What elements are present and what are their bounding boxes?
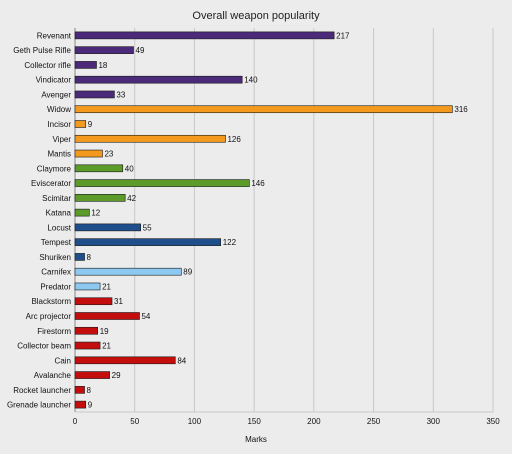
value-label: 146 (251, 179, 265, 188)
category-label: Widow (47, 105, 71, 114)
bar (74, 46, 134, 54)
category-label: Grenade launcher (7, 401, 71, 410)
value-label: 19 (100, 327, 109, 336)
value-label: 8 (87, 386, 92, 395)
value-label: 23 (104, 150, 113, 159)
category-label: Tempest (41, 238, 72, 247)
value-label: 122 (223, 238, 237, 247)
category-label: Avenger (41, 90, 71, 99)
value-label: 126 (227, 135, 241, 144)
value-label: 21 (102, 282, 111, 291)
category-label: Cain (55, 356, 71, 365)
value-label: 42 (127, 194, 136, 203)
bar (74, 223, 141, 232)
value-label: 54 (141, 312, 150, 321)
category-label: Shuriken (39, 253, 71, 262)
category-label: Blackstorm (31, 297, 71, 306)
value-label: 9 (88, 401, 93, 410)
value-label: 29 (112, 371, 121, 380)
bar (74, 90, 115, 99)
bar (74, 194, 126, 202)
chart-title: Overall weapon popularity (192, 10, 320, 22)
category-label: Incisor (47, 120, 71, 129)
category-label: Avalanche (34, 371, 72, 380)
value-label: 55 (143, 223, 152, 232)
bar (74, 149, 103, 158)
bar (74, 356, 176, 365)
category-label: Arc projector (26, 312, 72, 321)
x-tick-label: 300 (427, 417, 441, 426)
bar (74, 31, 335, 40)
value-label: 33 (116, 90, 125, 99)
bar (74, 120, 87, 128)
bar (74, 400, 87, 409)
x-tick-label: 150 (247, 417, 261, 426)
value-label: 12 (91, 209, 100, 218)
bar (74, 326, 98, 335)
value-label: 8 (87, 253, 92, 262)
bar (74, 164, 124, 173)
bars-layer (74, 31, 453, 409)
bar (74, 208, 90, 217)
category-label: Katana (46, 209, 72, 218)
x-tick-label: 350 (486, 417, 500, 426)
bar (74, 105, 453, 114)
category-label: Locust (47, 223, 71, 232)
bar (74, 253, 85, 261)
category-label: Collector rifle (24, 61, 71, 70)
x-tick-label: 50 (130, 417, 139, 426)
x-tick-label: 250 (367, 417, 381, 426)
x-axis-title: Marks (245, 435, 267, 444)
bar (74, 179, 250, 187)
value-label: 49 (136, 46, 145, 55)
labels-layer: Revenant 217 Geth Pulse Rifle 49 Collector r… (7, 31, 468, 409)
bar (74, 371, 110, 379)
value-label: 40 (125, 164, 134, 173)
category-label: Revenant (37, 31, 72, 40)
bar (74, 386, 85, 394)
value-label: 140 (244, 76, 258, 85)
bar (74, 312, 140, 320)
bar (74, 75, 243, 84)
ticks-layer: 0 50 100 150 200 250 300 350 (73, 417, 500, 426)
x-tick-label: 200 (307, 417, 321, 426)
bar (74, 238, 222, 246)
category-label: Carnifex (41, 268, 71, 277)
category-label: Vindicator (36, 76, 72, 85)
value-label: 316 (454, 105, 468, 114)
category-label: Rocket launcher (13, 386, 71, 395)
category-label: Scimitar (42, 194, 71, 203)
value-label: 21 (102, 342, 111, 351)
category-label: Mantis (47, 150, 71, 159)
value-label: 217 (336, 31, 350, 40)
category-label: Collector beam (17, 342, 71, 351)
value-label: 84 (177, 356, 186, 365)
bar (74, 341, 101, 350)
bar (74, 282, 101, 291)
bar (74, 134, 226, 143)
bar (74, 61, 97, 69)
value-label: 18 (98, 61, 107, 70)
grid-layer (74, 28, 494, 413)
category-label: Claymore (37, 164, 72, 173)
category-label: Firestorm (37, 327, 71, 336)
value-label: 89 (183, 268, 192, 277)
value-label: 31 (114, 297, 123, 306)
bar (74, 297, 113, 306)
bar (74, 267, 182, 276)
x-tick-label: 0 (73, 417, 78, 426)
category-label: Predator (40, 282, 71, 291)
category-label: Viper (52, 135, 71, 144)
x-tick-label: 100 (188, 417, 202, 426)
category-label: Eviscerator (31, 179, 71, 188)
category-label: Geth Pulse Rifle (13, 46, 71, 55)
value-label: 9 (88, 120, 93, 129)
